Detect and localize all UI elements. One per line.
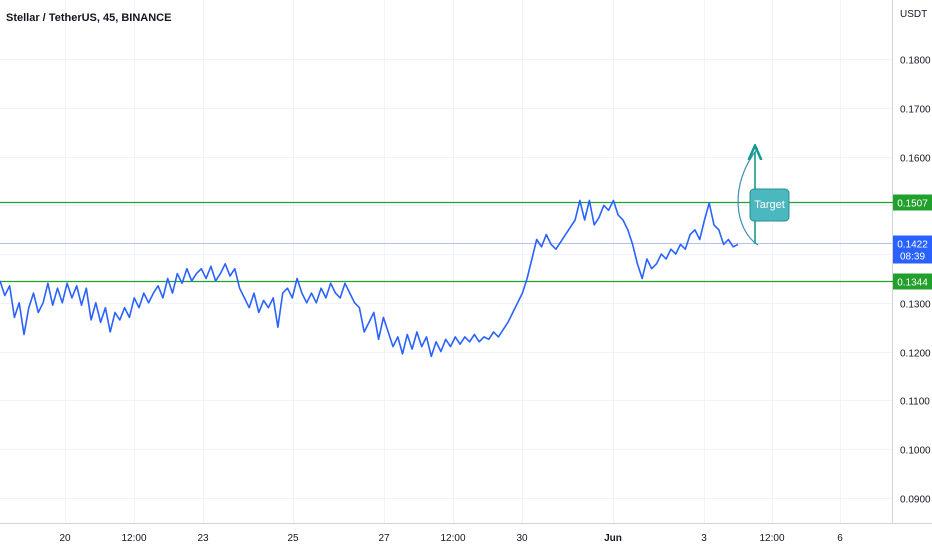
target-curve — [737, 147, 759, 246]
time-tick-label: Jun — [604, 533, 622, 544]
time-tick-label: 20 — [59, 533, 71, 544]
level-tag-resistance — [893, 194, 932, 211]
time-tick-label: 12:00 — [440, 533, 465, 544]
current-price-countdown: 08:39 — [900, 252, 925, 263]
price-currency-label: USDT — [900, 9, 927, 20]
price-tick-label: 0.1300 — [900, 300, 931, 311]
horizontal-levels[interactable]: 0.1507 0.1344 — [0, 194, 932, 290]
price-tick-label: 0.1200 — [900, 349, 931, 360]
level-tag-support — [893, 273, 932, 290]
chart-title: Stellar / TetherUS, 45, BINANCE — [6, 12, 171, 24]
target-label: Target — [754, 199, 785, 211]
price-tick-label: 0.1000 — [900, 446, 931, 457]
level-tag-label: 0.1344 — [897, 278, 928, 289]
target-annotation[interactable]: Target — [737, 147, 790, 246]
time-tick-label: 12:00 — [121, 533, 146, 544]
price-tick-label: 0.1700 — [900, 105, 931, 116]
price-tick-label: 0.1100 — [900, 397, 930, 408]
time-axis-ticks: 20 12:00 23 25 27 12:00 30 Jun 3 12:00 6 — [59, 533, 843, 544]
time-tick-label: 23 — [197, 533, 209, 544]
time-tick-label: 25 — [287, 533, 299, 544]
price-tick-label: 0.1600 — [900, 154, 931, 165]
price-tick-label: 0.1800 — [900, 56, 931, 67]
target-box[interactable] — [749, 188, 790, 222]
level-tag-label: 0.1507 — [897, 199, 928, 210]
time-tick-label: 30 — [516, 533, 528, 544]
price-series-line[interactable] — [0, 199, 739, 358]
current-price-tag — [893, 235, 932, 264]
time-tick-label: 6 — [837, 533, 843, 544]
vertical-gridlines — [65, 0, 841, 523]
current-price-label: 0.1422 — [897, 240, 928, 251]
time-tick-label: 12:00 — [759, 533, 784, 544]
price-tick-label: 0.0900 — [900, 495, 931, 506]
time-tick-label: 27 — [378, 533, 390, 544]
horizontal-gridlines — [0, 59, 892, 499]
time-tick-label: 3 — [701, 533, 707, 544]
